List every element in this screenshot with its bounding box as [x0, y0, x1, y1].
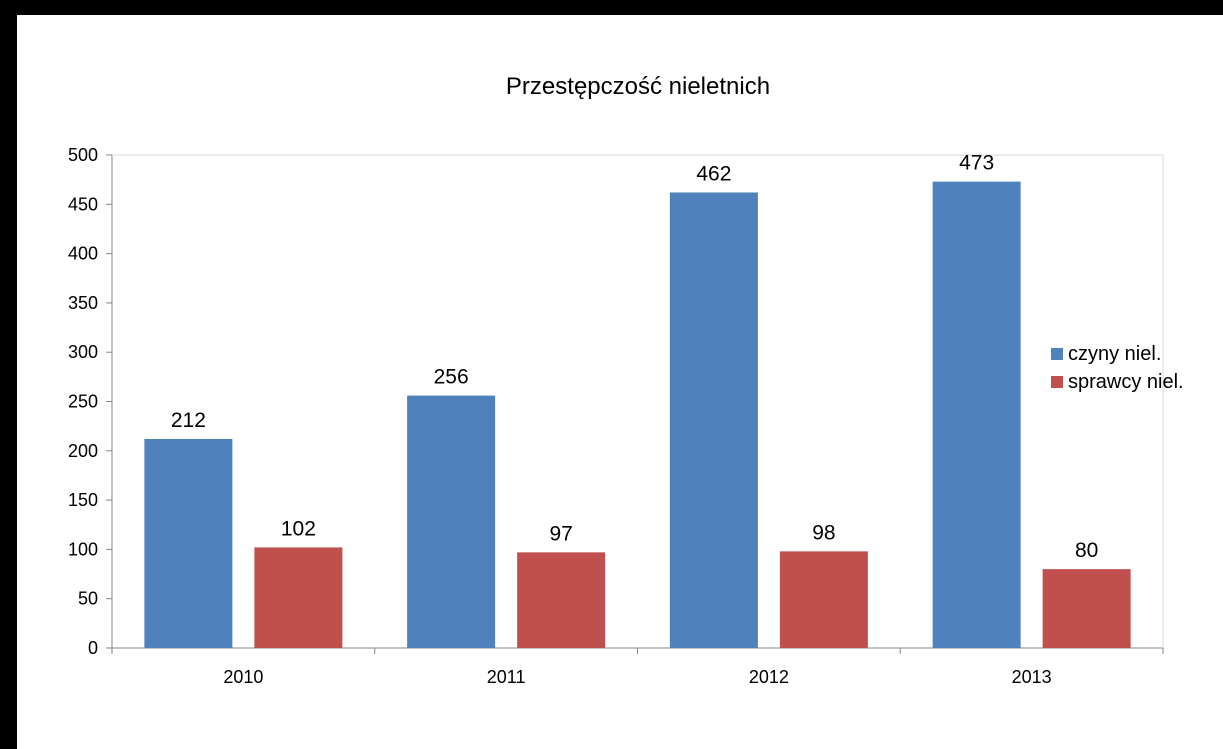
- bar-value-label: 80: [1075, 539, 1098, 562]
- bar-value-label: 256: [434, 366, 469, 389]
- data-labels: 212 256 462 473 102 97 98 80: [171, 152, 1098, 562]
- bar-value-label: 212: [171, 409, 206, 432]
- y-tick-label: 400: [68, 244, 98, 264]
- bar-value-label: 473: [959, 152, 994, 175]
- bar-sprawcy-2010: [254, 547, 343, 648]
- x-tick-label: 2012: [749, 667, 789, 687]
- bars: [144, 181, 1131, 648]
- bar-sprawcy-2012: [779, 551, 868, 648]
- y-tick-label: 50: [78, 589, 98, 609]
- legend-label: czyny niel.: [1068, 343, 1161, 365]
- bar-czyny-2010: [144, 438, 233, 648]
- legend-label: sprawcy niel.: [1068, 371, 1184, 393]
- y-tick-label: 450: [68, 194, 98, 214]
- y-tick-label: 100: [68, 539, 98, 559]
- y-tick-label: 300: [68, 342, 98, 362]
- y-tick-label: 0: [88, 638, 98, 658]
- x-tick-label: 2011: [487, 667, 526, 687]
- bar-czyny-2011: [407, 395, 496, 648]
- x-tick-label: 2013: [1012, 667, 1052, 687]
- legend-swatch: [1051, 376, 1063, 388]
- bar-value-label: 97: [549, 522, 572, 545]
- bar-value-label: 102: [281, 517, 316, 540]
- bar-sprawcy-2013: [1042, 569, 1131, 648]
- bar-value-label: 462: [696, 162, 731, 185]
- bar-czyny-2012: [669, 192, 758, 648]
- y-tick-label: 200: [68, 441, 98, 461]
- legend-swatch: [1051, 348, 1063, 360]
- chart-title: Przestępczość nieletnich: [506, 73, 770, 100]
- bar-czyny-2013: [932, 181, 1021, 648]
- x-axis-ticks: 2010 2011 2012 2013: [111, 648, 1164, 687]
- y-tick-label: 500: [68, 145, 98, 165]
- y-axis-ticks: 0 50 100 150 200 250 300 350 400 450 500: [68, 145, 112, 658]
- legend: czyny niel. sprawcy niel.: [1051, 343, 1184, 393]
- y-tick-label: 250: [68, 392, 98, 412]
- y-tick-label: 150: [68, 490, 98, 510]
- y-tick-label: 350: [68, 293, 98, 313]
- x-tick-label: 2010: [223, 667, 263, 687]
- bar-sprawcy-2011: [517, 552, 606, 648]
- bar-value-label: 98: [812, 521, 835, 544]
